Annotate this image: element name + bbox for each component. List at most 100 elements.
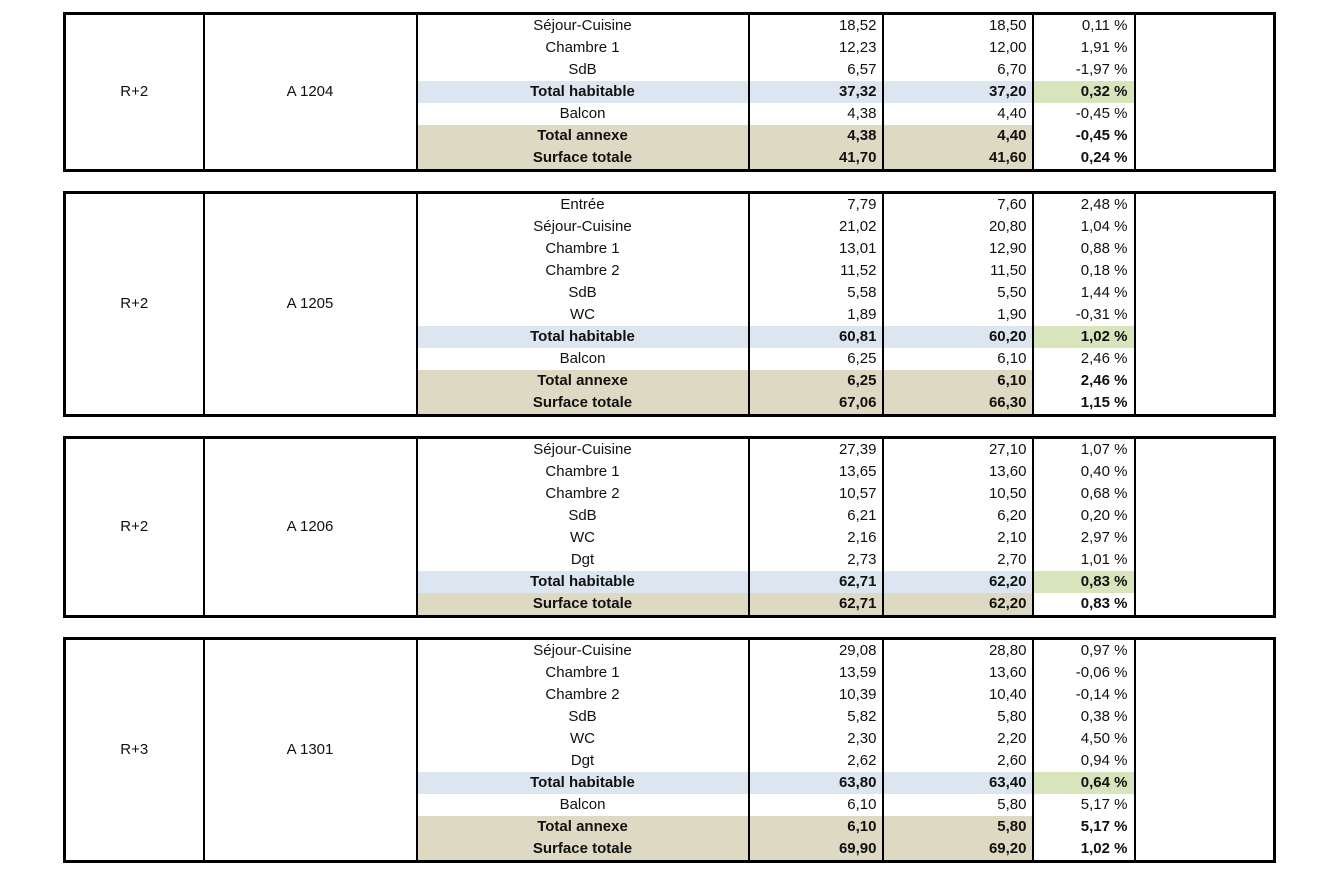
plan-surface-cell: 27,10 (882, 437, 1034, 461)
room-label-cell: Chambre 2 (416, 684, 750, 706)
table-row: Dgt 2,62 2,60 0,94 % (65, 750, 1275, 772)
unit-cell: A 1206 (203, 437, 418, 617)
table-row: Séjour-Cuisine 21,02 20,80 1,04 % (65, 216, 1275, 238)
table-row: Total annexe 6,10 5,80 5,17 % (65, 816, 1275, 838)
room-label-cell: Balcon (416, 794, 750, 816)
table-row: Chambre 1 13,65 13,60 0,40 % (65, 461, 1275, 483)
delta-percent-cell: -0,45 % (1032, 103, 1136, 125)
measured-surface-cell: 2,16 (748, 527, 884, 549)
room-label-cell: Balcon (416, 348, 750, 370)
empty-cell (1134, 662, 1275, 684)
empty-cell (1134, 370, 1275, 392)
floor-cell: R+2 (64, 437, 205, 617)
room-label-cell: Total habitable (416, 772, 750, 794)
table-row: Total habitable 60,81 60,20 1,02 % (65, 326, 1275, 348)
table-row: Balcon 6,25 6,10 2,46 % (65, 348, 1275, 370)
empty-cell (1134, 483, 1275, 505)
measured-surface-cell: 41,70 (748, 147, 884, 171)
empty-cell (1134, 125, 1275, 147)
plan-surface-cell: 11,50 (882, 260, 1034, 282)
table-row: WC 1,89 1,90 -0,31 % (65, 304, 1275, 326)
unit-surface-table: R+2 A 1205 Entrée 7,79 7,60 2,48 % Séjour-… (63, 191, 1276, 417)
unit-cell: A 1301 (203, 638, 418, 862)
measured-surface-cell: 27,39 (748, 437, 884, 461)
delta-percent-cell: 2,48 % (1032, 192, 1136, 216)
delta-percent-cell: 1,91 % (1032, 37, 1136, 59)
plan-surface-cell: 5,80 (882, 706, 1034, 728)
room-label-cell: Balcon (416, 103, 750, 125)
room-label-cell: Total habitable (416, 81, 750, 103)
room-label-cell: Surface totale (416, 147, 750, 171)
plan-surface-cell: 69,20 (882, 838, 1034, 862)
measured-surface-cell: 2,30 (748, 728, 884, 750)
measured-surface-cell: 6,25 (748, 348, 884, 370)
empty-cell (1134, 37, 1275, 59)
measured-surface-cell: 62,71 (748, 571, 884, 593)
room-label-cell: Chambre 1 (416, 461, 750, 483)
table-row: Total habitable 63,80 63,40 0,64 % (65, 772, 1275, 794)
delta-percent-cell: 0,97 % (1032, 638, 1136, 662)
empty-cell (1134, 260, 1275, 282)
measured-surface-cell: 2,62 (748, 750, 884, 772)
room-label-cell: Entrée (416, 192, 750, 216)
empty-cell (1134, 348, 1275, 370)
unit-surface-blocks: R+2 A 1204 Séjour-Cuisine 18,52 18,50 0,11… (63, 12, 1333, 863)
measured-surface-cell: 5,58 (748, 282, 884, 304)
room-label-cell: WC (416, 527, 750, 549)
table-row: WC 2,16 2,10 2,97 % (65, 527, 1275, 549)
empty-cell (1134, 147, 1275, 171)
plan-surface-cell: 2,60 (882, 750, 1034, 772)
empty-cell (1134, 505, 1275, 527)
measured-surface-cell: 2,73 (748, 549, 884, 571)
empty-cell (1134, 816, 1275, 838)
table-row: Chambre 1 13,01 12,90 0,88 % (65, 238, 1275, 260)
empty-cell (1134, 326, 1275, 348)
table-row: Total habitable 37,32 37,20 0,32 % (65, 81, 1275, 103)
measured-surface-cell: 29,08 (748, 638, 884, 662)
measured-surface-cell: 11,52 (748, 260, 884, 282)
measured-surface-cell: 6,57 (748, 59, 884, 81)
empty-cell (1134, 437, 1275, 461)
unit-cell: A 1204 (203, 13, 418, 171)
room-label-cell: Séjour-Cuisine (416, 13, 750, 37)
plan-surface-cell: 10,50 (882, 483, 1034, 505)
delta-percent-cell: 1,15 % (1032, 392, 1136, 416)
measured-surface-cell: 18,52 (748, 13, 884, 37)
table-row: Chambre 2 11,52 11,50 0,18 % (65, 260, 1275, 282)
empty-cell (1134, 527, 1275, 549)
plan-surface-cell: 2,10 (882, 527, 1034, 549)
room-label-cell: SdB (416, 282, 750, 304)
plan-surface-cell: 37,20 (882, 81, 1034, 103)
empty-cell (1134, 238, 1275, 260)
measured-surface-cell: 62,71 (748, 593, 884, 617)
delta-percent-cell: 0,68 % (1032, 483, 1136, 505)
plan-surface-cell: 12,90 (882, 238, 1034, 260)
empty-cell (1134, 103, 1275, 125)
plan-surface-cell: 6,10 (882, 348, 1034, 370)
delta-percent-cell: 1,44 % (1032, 282, 1136, 304)
room-label-cell: Chambre 1 (416, 238, 750, 260)
plan-surface-cell: 66,30 (882, 392, 1034, 416)
room-label-cell: Séjour-Cuisine (416, 638, 750, 662)
room-label-cell: Chambre 2 (416, 260, 750, 282)
delta-percent-cell: 5,17 % (1032, 794, 1136, 816)
table-row: Chambre 2 10,57 10,50 0,68 % (65, 483, 1275, 505)
measured-surface-cell: 6,25 (748, 370, 884, 392)
plan-surface-cell: 13,60 (882, 662, 1034, 684)
delta-percent-cell: -1,97 % (1032, 59, 1136, 81)
empty-cell (1134, 750, 1275, 772)
room-label-cell: Surface totale (416, 392, 750, 416)
delta-percent-cell: 1,07 % (1032, 437, 1136, 461)
delta-percent-cell: 1,02 % (1032, 838, 1136, 862)
room-label-cell: Séjour-Cuisine (416, 216, 750, 238)
measured-surface-cell: 1,89 (748, 304, 884, 326)
measured-surface-cell: 13,59 (748, 662, 884, 684)
delta-percent-cell: 0,94 % (1032, 750, 1136, 772)
unit-cell: A 1205 (203, 192, 418, 416)
table-row: SdB 5,58 5,50 1,44 % (65, 282, 1275, 304)
plan-surface-cell: 62,20 (882, 571, 1034, 593)
empty-cell (1134, 638, 1275, 662)
plan-surface-cell: 41,60 (882, 147, 1034, 171)
delta-percent-cell: 2,46 % (1032, 370, 1136, 392)
measured-surface-cell: 10,57 (748, 483, 884, 505)
